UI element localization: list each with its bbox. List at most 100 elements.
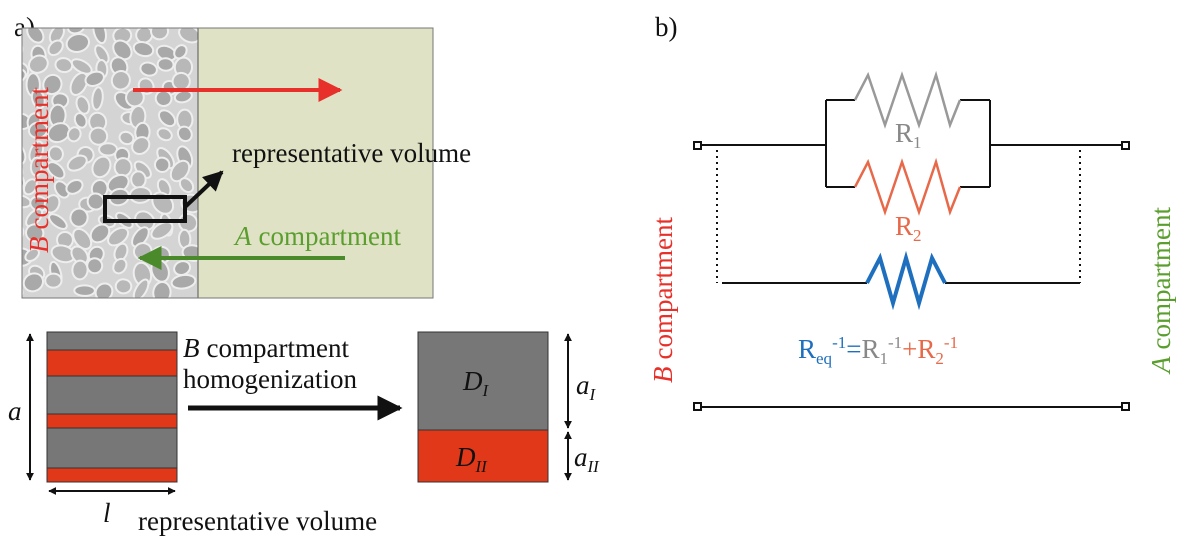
label: compartment — [24, 87, 54, 230]
grain — [88, 126, 109, 146]
grain — [130, 170, 147, 189]
grain — [94, 44, 110, 64]
grain — [24, 247, 40, 263]
grain — [29, 156, 43, 177]
block — [417, 429, 549, 483]
label: DII — [455, 442, 488, 476]
label: 2 — [935, 349, 944, 368]
grain — [86, 192, 105, 211]
grain — [112, 39, 133, 61]
grain — [132, 278, 150, 298]
grain — [84, 70, 105, 87]
grain — [1, 209, 23, 231]
label: Bcompartment — [24, 87, 54, 253]
frame — [21, 27, 434, 299]
panel-label: b) — [655, 12, 678, 42]
grain — [69, 71, 89, 96]
grain — [153, 156, 171, 173]
label: a — [576, 370, 590, 400]
grain — [71, 259, 89, 281]
grain — [73, 112, 88, 129]
grain — [1, 90, 22, 108]
block — [417, 331, 549, 431]
label: aII — [574, 442, 600, 476]
label: -1 — [832, 333, 846, 352]
label: representative volume — [232, 138, 471, 168]
grain — [26, 28, 45, 44]
label: A — [233, 221, 252, 251]
grain — [150, 221, 174, 240]
grain — [65, 32, 91, 54]
label: B — [183, 333, 200, 363]
grain — [170, 273, 197, 290]
label: B — [648, 366, 678, 383]
grain — [94, 282, 114, 298]
grain — [6, 261, 20, 285]
grain — [27, 121, 49, 139]
circuit — [693, 70, 1130, 411]
stripes — [46, 331, 178, 483]
grain — [149, 28, 170, 41]
label: 1 — [913, 133, 922, 152]
grain — [86, 257, 104, 275]
grain — [131, 226, 150, 248]
label: = — [846, 334, 861, 364]
label: aI — [576, 370, 597, 404]
grain — [131, 136, 151, 156]
label: A — [1146, 356, 1176, 375]
label: -1 — [888, 333, 902, 352]
grain — [178, 177, 195, 194]
grain — [113, 157, 133, 178]
grain — [125, 87, 145, 108]
grain — [107, 226, 130, 247]
grain — [156, 57, 175, 72]
label: representative volume — [138, 506, 377, 536]
grain — [176, 125, 193, 143]
label: compartment — [259, 221, 402, 251]
a-region — [197, 27, 434, 299]
label: Bcompartment — [648, 217, 678, 383]
label: R2 — [895, 211, 922, 245]
label: compartment — [207, 333, 350, 363]
grain — [128, 186, 153, 204]
label: +R — [902, 334, 935, 364]
grain — [73, 284, 96, 297]
grain — [22, 272, 45, 293]
grain — [47, 145, 64, 163]
grain — [47, 122, 71, 144]
grain — [22, 141, 27, 166]
grain — [173, 44, 188, 60]
grain — [139, 61, 158, 77]
grain — [43, 194, 61, 214]
arrow — [183, 170, 224, 209]
grain — [30, 88, 46, 110]
label: Acompartment — [1146, 207, 1176, 375]
rv-box — [103, 195, 187, 223]
label: -1 — [944, 333, 958, 352]
label: eq — [816, 349, 833, 368]
grain — [157, 109, 177, 128]
grain — [67, 28, 85, 35]
label: II — [475, 457, 489, 476]
label: B — [24, 236, 54, 253]
grain — [46, 161, 66, 180]
label: l — [103, 498, 111, 528]
grain — [22, 121, 23, 141]
label: DI — [462, 366, 490, 400]
grain — [25, 223, 45, 243]
grain — [54, 57, 74, 74]
label: a — [574, 442, 588, 472]
label: compartment — [1146, 207, 1176, 350]
grain — [44, 272, 63, 289]
grain — [65, 178, 84, 195]
label: D — [455, 442, 476, 472]
grain — [75, 95, 91, 115]
grain — [47, 39, 64, 57]
label: 1 — [879, 349, 888, 368]
grain — [91, 155, 112, 179]
label: a — [8, 396, 22, 426]
label: R1 — [895, 118, 922, 152]
grain — [156, 127, 173, 142]
